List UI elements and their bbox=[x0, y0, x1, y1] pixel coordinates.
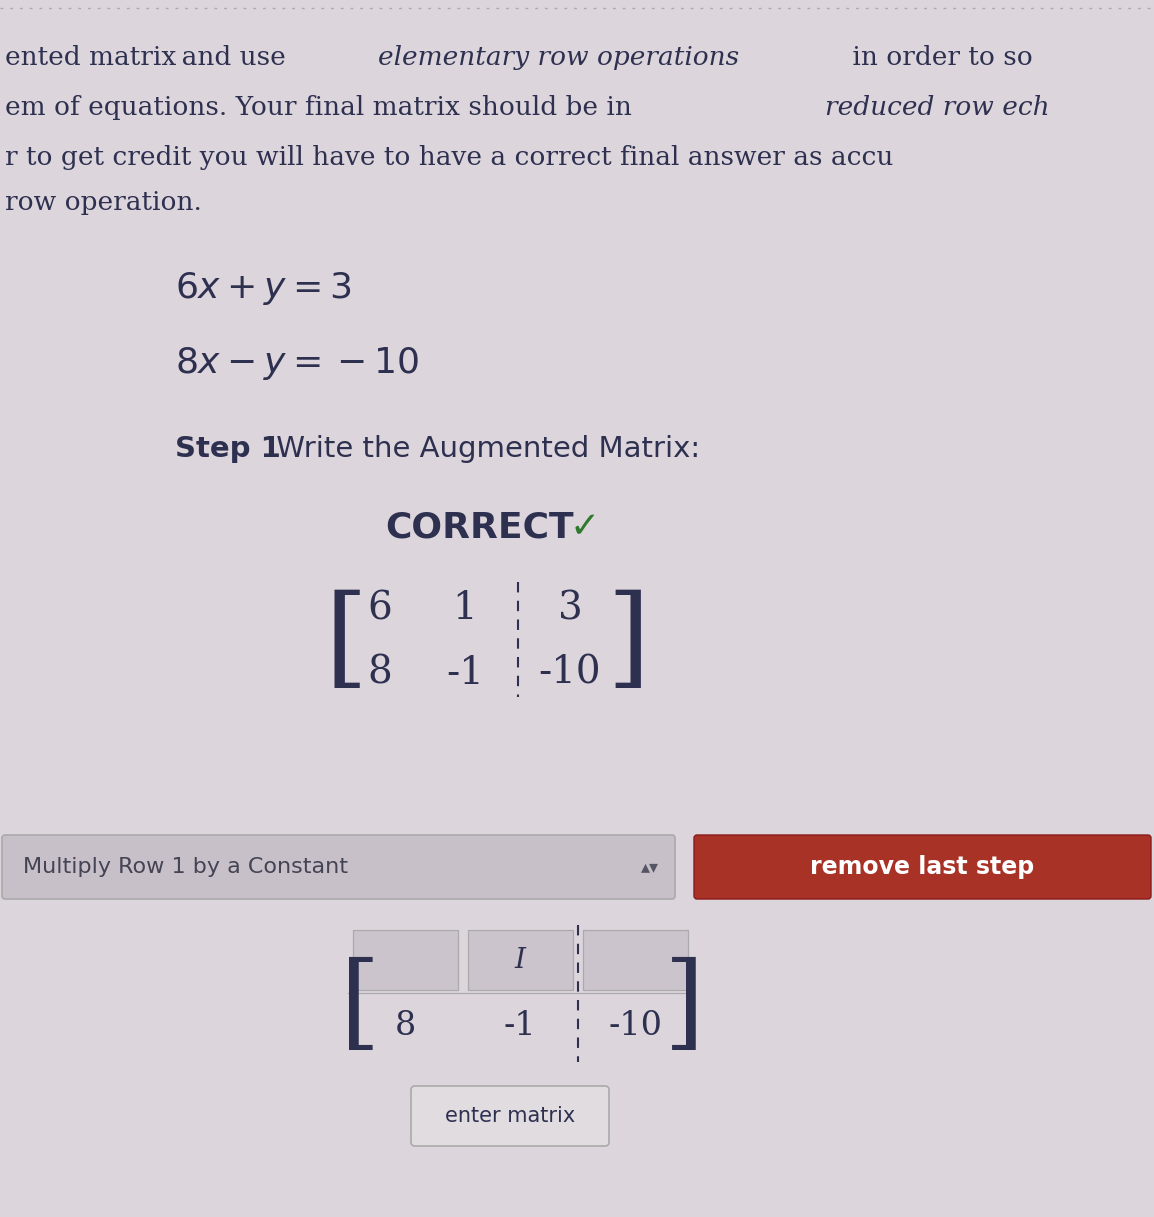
Text: Multiply Row 1 by a Constant: Multiply Row 1 by a Constant bbox=[23, 857, 349, 877]
FancyBboxPatch shape bbox=[467, 930, 572, 989]
Text: 8: 8 bbox=[368, 655, 392, 692]
FancyBboxPatch shape bbox=[352, 930, 457, 989]
Text: 3: 3 bbox=[557, 590, 583, 627]
Text: [: [ bbox=[325, 589, 368, 696]
Text: remove last step: remove last step bbox=[810, 856, 1035, 879]
Text: ✓: ✓ bbox=[570, 510, 600, 544]
Text: -10: -10 bbox=[608, 1010, 662, 1042]
Text: 1: 1 bbox=[452, 590, 478, 627]
FancyBboxPatch shape bbox=[583, 930, 688, 989]
Text: enter matrix: enter matrix bbox=[445, 1106, 575, 1126]
Text: Step 1: Step 1 bbox=[175, 434, 280, 462]
FancyBboxPatch shape bbox=[694, 835, 1151, 899]
Text: CORRECT: CORRECT bbox=[385, 510, 575, 544]
Text: -10: -10 bbox=[539, 655, 601, 692]
Text: ]: ] bbox=[607, 589, 650, 696]
Text: $6x+y=3$: $6x+y=3$ bbox=[175, 270, 352, 307]
Text: $8x-y=-10$: $8x-y=-10$ bbox=[175, 344, 419, 382]
Text: elementary row operations: elementary row operations bbox=[379, 45, 740, 71]
Text: 8: 8 bbox=[395, 1010, 415, 1042]
Text: [: [ bbox=[340, 957, 381, 1059]
Text: row operation.: row operation. bbox=[5, 190, 202, 215]
Text: 6: 6 bbox=[368, 590, 392, 627]
Text: ]: ] bbox=[665, 957, 705, 1059]
Text: ▴▾: ▴▾ bbox=[640, 858, 659, 876]
Text: -1: -1 bbox=[503, 1010, 537, 1042]
Text: r to get credit you will have to have a correct final answer as accu: r to get credit you will have to have a … bbox=[5, 145, 893, 170]
Text: ented matrix and use: ented matrix and use bbox=[5, 45, 294, 71]
FancyBboxPatch shape bbox=[2, 835, 675, 899]
Text: Write the Augmented Matrix:: Write the Augmented Matrix: bbox=[267, 434, 700, 462]
Text: in order to so: in order to so bbox=[844, 45, 1033, 71]
Text: I: I bbox=[515, 947, 525, 974]
Text: -1: -1 bbox=[447, 655, 484, 692]
FancyBboxPatch shape bbox=[411, 1086, 609, 1146]
Text: reduced row ech: reduced row ech bbox=[825, 95, 1049, 120]
Text: em of equations. Your final matrix should be in: em of equations. Your final matrix shoul… bbox=[5, 95, 640, 120]
